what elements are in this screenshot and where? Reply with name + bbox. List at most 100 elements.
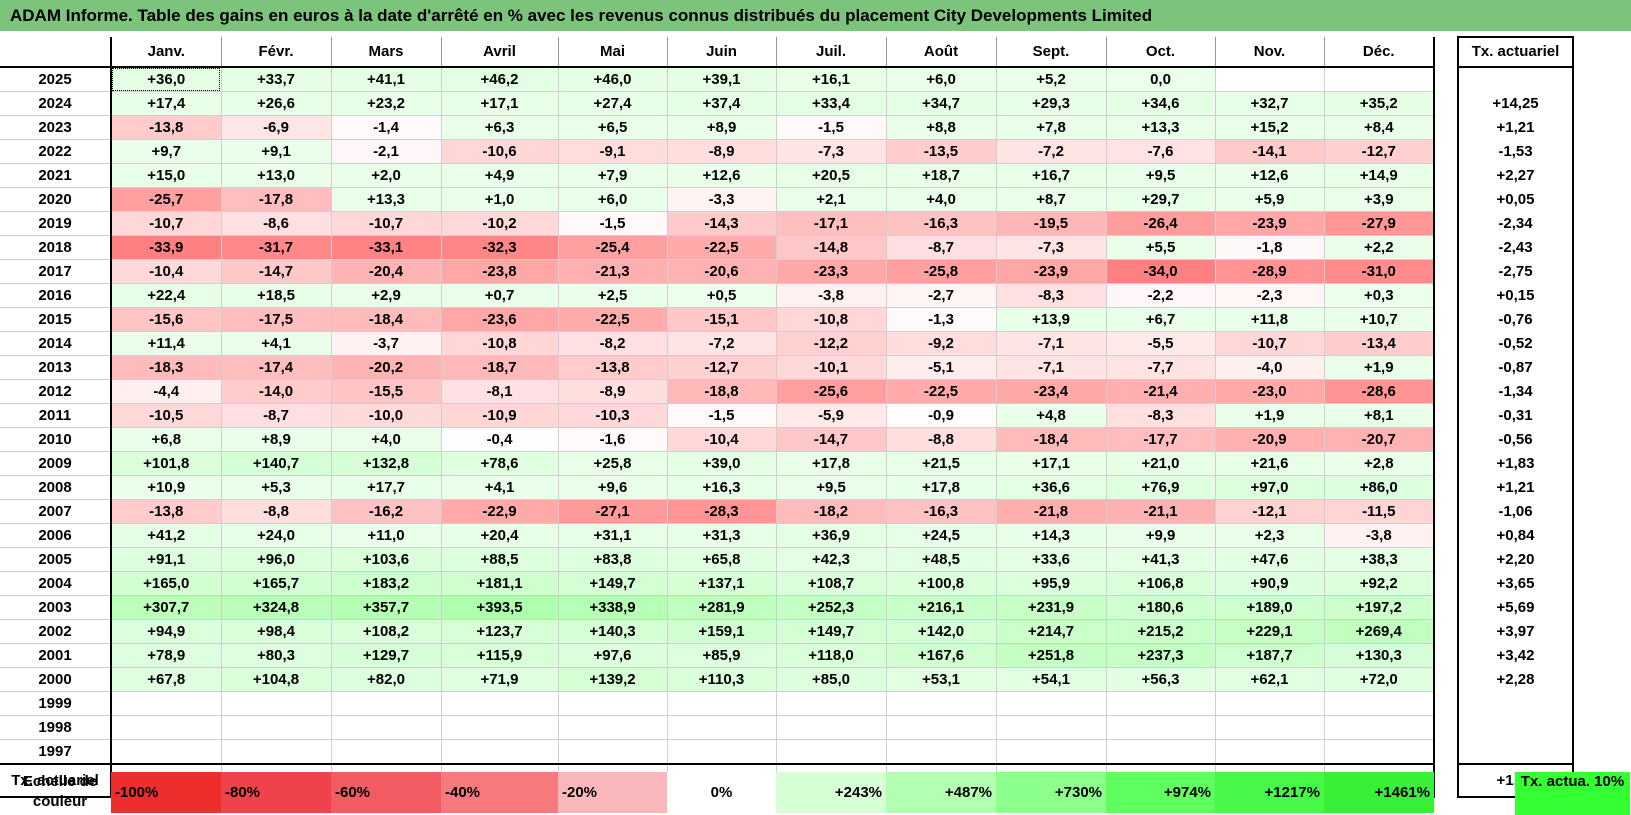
gain-cell[interactable]: +1,0 <box>441 187 559 212</box>
gain-cell[interactable]: +1,9 <box>1215 403 1325 428</box>
gain-cell[interactable]: +137,1 <box>667 571 777 596</box>
gain-cell[interactable]: -8,9 <box>558 379 668 404</box>
gain-cell[interactable]: +216,1 <box>886 595 997 620</box>
gain-cell[interactable]: -10,7 <box>1215 331 1325 356</box>
gain-cell[interactable]: +41,1 <box>331 67 442 92</box>
gain-cell[interactable]: -1,5 <box>667 403 777 428</box>
gain-cell[interactable] <box>776 739 887 764</box>
gain-cell[interactable] <box>111 691 222 716</box>
gain-cell[interactable]: +251,8 <box>996 643 1107 668</box>
gain-cell[interactable]: +357,7 <box>331 595 442 620</box>
gain-cell[interactable]: +18,5 <box>221 283 332 308</box>
gain-cell[interactable]: +2,9 <box>331 283 442 308</box>
gain-cell[interactable] <box>221 739 332 764</box>
gain-cell[interactable]: +269,4 <box>1324 619 1435 644</box>
gain-cell[interactable]: +159,1 <box>667 619 777 644</box>
gain-cell[interactable] <box>111 715 222 740</box>
gain-cell[interactable]: +34,7 <box>886 91 997 116</box>
gain-cell[interactable]: -10,0 <box>331 403 442 428</box>
gain-cell[interactable]: +139,2 <box>558 667 668 692</box>
gain-cell[interactable]: +6,0 <box>558 187 668 212</box>
gain-cell[interactable]: +85,9 <box>667 643 777 668</box>
gain-cell[interactable]: +8,9 <box>667 115 777 140</box>
gain-cell[interactable]: +35,2 <box>1324 91 1435 116</box>
gain-cell[interactable]: +5,9 <box>1215 187 1325 212</box>
gain-cell[interactable]: +281,9 <box>667 595 777 620</box>
gain-cell[interactable]: -14,7 <box>221 259 332 284</box>
gain-cell[interactable]: +39,1 <box>667 67 777 92</box>
gain-cell[interactable]: +2,3 <box>1215 523 1325 548</box>
gain-cell[interactable]: +252,3 <box>776 595 887 620</box>
gain-cell[interactable] <box>667 739 777 764</box>
gain-cell[interactable]: +197,2 <box>1324 595 1435 620</box>
gain-cell[interactable] <box>996 739 1107 764</box>
gain-cell[interactable]: +7,9 <box>558 163 668 188</box>
gain-cell[interactable]: -2,3 <box>1215 283 1325 308</box>
gain-cell[interactable]: -8,3 <box>1106 403 1216 428</box>
gain-cell[interactable]: -8,3 <box>996 283 1107 308</box>
gain-cell[interactable]: +37,4 <box>667 91 777 116</box>
gain-cell[interactable]: -28,3 <box>667 499 777 524</box>
gain-cell[interactable] <box>1324 691 1435 716</box>
gain-cell[interactable]: +82,0 <box>331 667 442 692</box>
gain-cell[interactable]: -17,5 <box>221 307 332 332</box>
gain-cell[interactable]: +214,7 <box>996 619 1107 644</box>
gain-cell[interactable]: +11,8 <box>1215 307 1325 332</box>
gain-cell[interactable]: +7,8 <box>996 115 1107 140</box>
gain-cell[interactable]: -4,0 <box>1215 355 1325 380</box>
gain-cell[interactable]: +181,1 <box>441 571 559 596</box>
gain-cell[interactable]: +96,0 <box>221 547 332 572</box>
gain-cell[interactable]: -31,0 <box>1324 259 1435 284</box>
gain-cell[interactable] <box>1106 691 1216 716</box>
gain-cell[interactable]: -12,7 <box>1324 139 1435 164</box>
gain-cell[interactable]: +104,8 <box>221 667 332 692</box>
gain-cell[interactable]: -2,7 <box>886 283 997 308</box>
gain-cell[interactable]: +215,2 <box>1106 619 1216 644</box>
gain-cell[interactable]: +110,3 <box>667 667 777 692</box>
gain-cell[interactable]: +29,7 <box>1106 187 1216 212</box>
gain-cell[interactable]: +23,2 <box>331 91 442 116</box>
gain-cell[interactable]: +8,7 <box>996 187 1107 212</box>
gain-cell[interactable]: -9,1 <box>558 139 668 164</box>
gain-cell[interactable] <box>1215 739 1325 764</box>
gain-cell[interactable] <box>331 715 442 740</box>
gain-cell[interactable]: +9,1 <box>221 139 332 164</box>
gain-cell[interactable]: -8,7 <box>886 235 997 260</box>
gain-cell[interactable]: -7,2 <box>996 139 1107 164</box>
gain-cell[interactable]: +46,0 <box>558 67 668 92</box>
gain-cell[interactable]: -10,5 <box>111 403 222 428</box>
gain-cell[interactable]: -1,4 <box>331 115 442 140</box>
gain-cell[interactable]: -18,3 <box>111 355 222 380</box>
gain-cell[interactable]: +165,7 <box>221 571 332 596</box>
gain-cell[interactable] <box>558 691 668 716</box>
gain-cell[interactable]: +4,1 <box>221 331 332 356</box>
gain-cell[interactable]: -18,7 <box>441 355 559 380</box>
gain-cell[interactable]: -1,3 <box>886 307 997 332</box>
gain-cell[interactable]: +237,3 <box>1106 643 1216 668</box>
gain-cell[interactable]: -25,6 <box>776 379 887 404</box>
gain-cell[interactable]: -4,4 <box>111 379 222 404</box>
gain-cell[interactable]: +42,3 <box>776 547 887 572</box>
gain-cell[interactable]: -3,7 <box>331 331 442 356</box>
gain-cell[interactable]: +6,3 <box>441 115 559 140</box>
gain-cell[interactable]: -18,4 <box>331 307 442 332</box>
gain-cell[interactable]: +13,3 <box>331 187 442 212</box>
gain-cell[interactable]: -5,5 <box>1106 331 1216 356</box>
gain-cell[interactable]: -13,5 <box>886 139 997 164</box>
gain-cell[interactable]: -21,8 <box>996 499 1107 524</box>
gain-cell[interactable]: +98,4 <box>221 619 332 644</box>
gain-cell[interactable]: -0,4 <box>441 427 559 452</box>
gain-cell[interactable] <box>1324 715 1435 740</box>
gain-cell[interactable]: +71,9 <box>441 667 559 692</box>
gain-cell[interactable]: -10,8 <box>441 331 559 356</box>
gain-cell[interactable]: +9,6 <box>558 475 668 500</box>
gain-cell[interactable]: -7,3 <box>776 139 887 164</box>
gain-cell[interactable]: +2,1 <box>776 187 887 212</box>
gain-cell[interactable]: +324,8 <box>221 595 332 620</box>
gain-cell[interactable]: +12,6 <box>1215 163 1325 188</box>
gain-cell[interactable]: -18,4 <box>996 427 1107 452</box>
gain-cell[interactable]: +17,1 <box>996 451 1107 476</box>
gain-cell[interactable]: -23,4 <box>996 379 1107 404</box>
gain-cell[interactable] <box>1106 715 1216 740</box>
gain-cell[interactable]: +12,6 <box>667 163 777 188</box>
